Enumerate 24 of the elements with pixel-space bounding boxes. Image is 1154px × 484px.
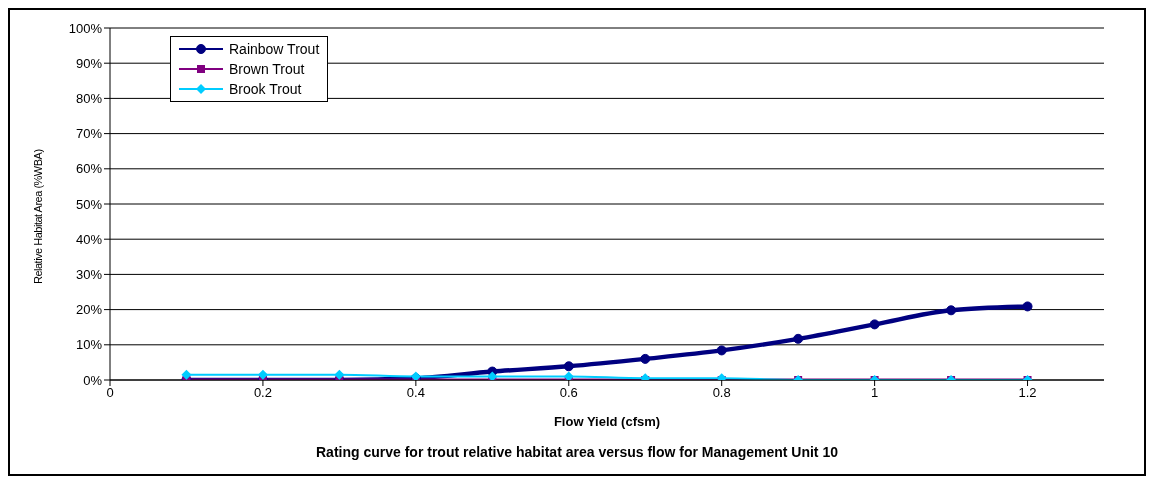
text: Rating curve for trout relative habitat area versus flow for Management Unit 10 xyxy=(315,444,839,460)
y-tick-label: 0% xyxy=(83,372,103,388)
y-tick-label: 90% xyxy=(75,55,103,71)
legend-label: Brook Trout xyxy=(229,80,302,99)
y-tick-label: 40% xyxy=(75,231,103,247)
legend-label: Rainbow Trout xyxy=(229,40,320,59)
x-tick-label: 1 xyxy=(871,385,879,401)
y-tick-label: 10% xyxy=(75,337,103,353)
y-tick-label: 20% xyxy=(75,302,103,318)
x-tick-label: 0.6 xyxy=(559,385,578,401)
legend-label: Brown Trout xyxy=(229,60,305,79)
y-tick-label: 50% xyxy=(75,196,103,212)
y-tick-label: 60% xyxy=(75,161,103,177)
x-tick-label: 1.2 xyxy=(1018,385,1037,401)
y-tick-label: 70% xyxy=(75,126,103,142)
x-tick-label: 0 xyxy=(106,385,114,401)
x-tick-label: 0.4 xyxy=(406,385,425,401)
x-axis-title: Flow Yield (cfsm) xyxy=(553,414,661,429)
y-axis-title: Relative Habitat Area (%WBA) xyxy=(31,149,44,284)
y-tick-label: 80% xyxy=(75,91,103,107)
x-tick-label: 0.2 xyxy=(253,385,272,401)
y-tick-label: 30% xyxy=(75,267,103,283)
x-tick-label: 0.8 xyxy=(712,385,731,401)
y-tick-label: 100% xyxy=(68,20,103,36)
